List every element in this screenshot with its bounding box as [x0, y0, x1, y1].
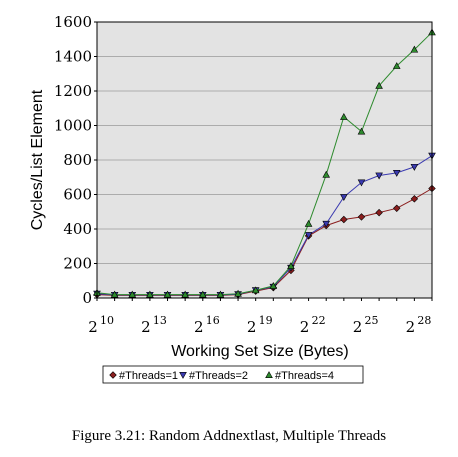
legend-label: #Threads=4: [275, 370, 334, 382]
x-tick-label: 2: [300, 318, 310, 336]
legend-marker: [109, 371, 117, 379]
x-tick-label: 2: [247, 318, 257, 336]
data-point: [340, 194, 348, 202]
legend-label: #Threads=2: [189, 370, 248, 382]
data-point: [340, 112, 348, 120]
data-point: [110, 290, 119, 298]
series-line: [96, 31, 433, 296]
plot-frame: [96, 21, 433, 299]
legend-box: [102, 365, 364, 384]
data-point: [198, 290, 207, 298]
data-point: [269, 282, 278, 289]
legend-label: #Threads=1: [119, 370, 178, 382]
data-point: [392, 62, 401, 69]
y-tick-label: 200: [63, 255, 92, 273]
figure-caption: Figure 3.21: Random Addnextlast, Multipl…: [71, 428, 387, 444]
legend-marker: [179, 372, 187, 379]
y-tick-label: 1400: [54, 48, 92, 66]
data-point: [375, 208, 383, 217]
y-tick-label: 400: [63, 220, 92, 238]
data-point: [410, 163, 419, 171]
data-point: [392, 169, 401, 177]
data-point: [410, 45, 419, 53]
x-tick-exponent: 10: [100, 314, 114, 327]
data-point: [375, 81, 383, 89]
x-tick-exponent: 19: [259, 314, 273, 327]
data-point: [304, 219, 313, 227]
grid-lines: [94, 21, 433, 301]
data-point: [216, 290, 225, 298]
data-point: [251, 286, 260, 294]
data-point: [287, 262, 295, 270]
x-tick-exponent: 13: [153, 314, 167, 327]
data-point: [146, 290, 154, 298]
x-tick-exponent: 28: [417, 314, 431, 327]
y-tick-label: 1000: [54, 117, 92, 135]
data-point: [375, 172, 383, 180]
x-tick-label: 2: [406, 318, 416, 336]
x-tick-label: 2: [353, 318, 363, 336]
data-point: [357, 179, 366, 187]
data-point: [340, 215, 348, 224]
y-tick-label: 0: [82, 289, 92, 307]
data-point: [357, 213, 366, 221]
data-point: [163, 290, 172, 298]
x-tick-label: 2: [194, 318, 204, 336]
y-tick-label: 600: [63, 186, 92, 204]
data-point: [410, 195, 419, 203]
data-point: [322, 170, 331, 178]
x-tick-labels: 2 10 2 13 2 16 2 19 2 22 2 25 2 28: [88, 314, 431, 336]
x-axis-title: Working Set Size (Bytes): [171, 343, 349, 360]
y-tick-labels: 0 200 400 600 800 1000 1200 1400 1600: [54, 13, 92, 307]
data-point: [393, 204, 401, 213]
x-tick-label: 2: [141, 318, 151, 336]
data-point: [181, 290, 189, 298]
y-tick-label: 800: [63, 151, 92, 169]
legend: #Threads=1 #Threads=2 #Threads=4: [102, 365, 364, 384]
data-point: [304, 232, 313, 239]
data-point: [357, 127, 366, 135]
data-point: [128, 290, 137, 298]
y-tick-label: 1600: [54, 13, 92, 31]
legend-marker: [265, 371, 273, 378]
data-point: [322, 220, 331, 228]
x-tick-exponent: 16: [206, 314, 220, 327]
x-tick-exponent: 22: [312, 314, 326, 327]
y-axis-title: Cycles/List Element: [29, 89, 46, 230]
x-tick-exponent: 25: [364, 314, 378, 327]
data-point: [234, 289, 242, 297]
y-tick-label: 1200: [54, 82, 92, 100]
x-tick-label: 2: [88, 318, 98, 336]
